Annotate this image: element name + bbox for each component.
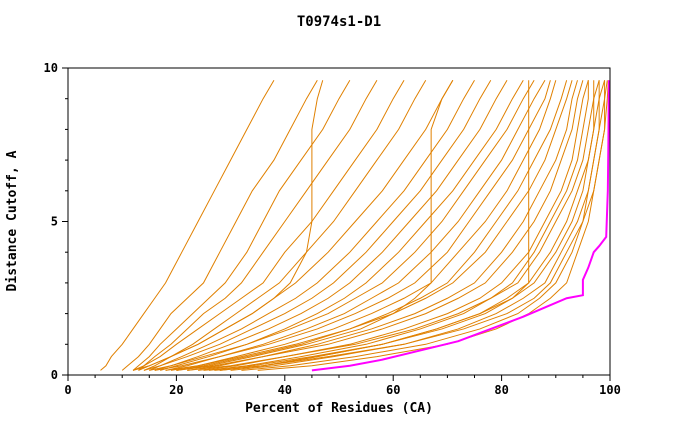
model-curve <box>121 80 318 371</box>
model-curve <box>187 80 595 371</box>
model-curve <box>165 80 573 371</box>
y-tick-label: 10 <box>44 61 58 75</box>
x-axis-ticks: 0 20 40 60 80 100 <box>64 375 621 397</box>
y-axis-ticks: 0 5 10 <box>44 61 68 382</box>
x-tick-label: 0 <box>64 383 71 397</box>
x-tick-label: 80 <box>494 383 508 397</box>
model-curve <box>149 80 535 371</box>
model-curve <box>132 80 324 371</box>
model-curve <box>219 80 530 371</box>
model-curves-group <box>100 80 610 372</box>
model-curve <box>176 80 568 371</box>
model-curve <box>257 80 609 371</box>
model-curve <box>100 80 275 371</box>
x-tick-label: 40 <box>278 383 292 397</box>
model-curve <box>154 80 551 371</box>
model-curve <box>132 80 405 371</box>
y-tick-label: 0 <box>51 368 58 382</box>
model-curve <box>187 80 578 371</box>
y-axis-label: Distance Cutoff, A <box>5 150 20 291</box>
x-tick-label: 100 <box>599 383 621 397</box>
model-curve <box>176 80 584 371</box>
y-tick-label: 5 <box>51 215 58 229</box>
model-curve <box>176 80 454 371</box>
x-tick-label: 60 <box>386 383 400 397</box>
x-tick-label: 20 <box>169 383 183 397</box>
model-curve <box>203 80 600 371</box>
x-axis-label: Percent of Residues (CA) <box>245 401 433 416</box>
model-curve <box>138 80 378 371</box>
model-curve <box>214 80 606 371</box>
model-curve <box>154 80 508 371</box>
model-curve <box>143 80 427 371</box>
highlighted-model-curve <box>311 80 610 372</box>
model-curve <box>160 80 524 371</box>
chart-title: T0974s1-D1 <box>297 14 381 30</box>
model-curve <box>132 80 351 371</box>
model-curve <box>208 80 589 371</box>
model-curve <box>149 80 475 371</box>
model-curve <box>143 80 492 371</box>
